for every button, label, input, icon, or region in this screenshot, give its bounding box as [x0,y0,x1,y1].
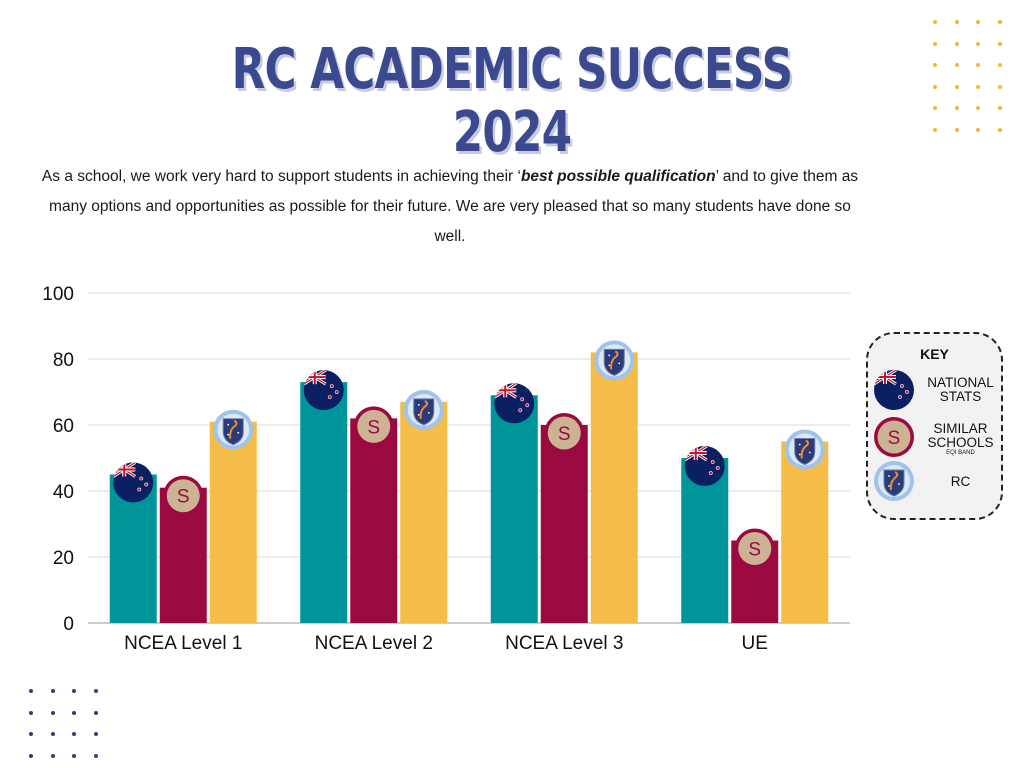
decorative-dot [93,689,98,693]
rc-icon [873,460,915,502]
decorative-dot [954,20,959,24]
intro-emphasis: best possible qualification [520,168,716,185]
decorative-dot [50,732,55,736]
decorative-dot [976,84,980,89]
national-marker-icon [685,446,725,486]
y-tick-label: 100 [42,284,74,305]
decorative-dot [50,753,55,758]
y-tick-label: 60 [53,416,74,437]
decorative-dot [976,127,980,132]
decorative-dot [997,20,1002,24]
decorative-dot [29,689,33,693]
page-title: RC ACADEMIC SUCCESS [231,37,793,102]
decorative-dot [997,127,1002,132]
decorative-dot [954,41,959,46]
x-tick-label: NCEA Level 3 [505,633,623,654]
bar-national [300,382,348,623]
decorative-dot [93,732,98,736]
legend-note-eqi: EQI BAND [946,450,975,456]
rc-marker-icon [212,408,255,451]
decorative-dot [29,753,33,758]
decorative-dot [50,710,55,715]
intro-paragraph: As a school, we work very hard to suppor… [40,162,860,252]
decorative-dot [954,106,959,110]
bar-rc [781,441,829,623]
y-tick-label: 40 [53,482,74,503]
decorative-dot [976,20,980,24]
decorative-dot [933,106,937,110]
bar-similar [350,418,398,623]
decorative-dot [29,732,33,736]
national-stats-icon [874,370,914,410]
decorative-dot [976,41,980,46]
bar-rc [590,352,638,623]
x-tick-label: NCEA Level 2 [315,633,433,654]
rc-marker-icon [593,339,636,382]
decorative-dot [954,127,959,132]
decorative-dot [976,63,980,67]
decorative-dot [997,106,1002,110]
intro-text-start: As a school, we work very hard to suppor… [41,168,521,185]
decorative-dot [954,84,959,89]
decorative-dot [954,63,959,67]
decorative-dot [933,41,937,46]
decorative-dot [933,127,937,132]
x-tick-label: NCEA Level 1 [124,633,242,654]
similar-marker-icon [734,528,775,569]
decorative-dot [72,710,76,715]
decorative-dot [976,106,980,110]
decorative-dot [933,63,937,67]
decorative-dot [997,84,1002,89]
y-tick-label: 0 [63,614,74,635]
decorative-dot [93,753,98,758]
bar-rc [400,401,448,623]
x-tick-label: UE [742,633,768,654]
similar-marker-icon [544,413,585,453]
decorative-dot [29,710,33,715]
national-marker-icon [113,463,153,503]
similar-marker-icon [163,475,204,516]
similar-schools-icon [874,417,914,457]
similar-marker-icon [353,406,394,447]
national-marker-icon [304,370,344,410]
intro-text-end: ’ and to give them as many options and o… [49,168,859,245]
decorative-dot [997,63,1002,67]
bar-national [490,395,538,623]
national-marker-icon [494,383,534,423]
rc-marker-icon [783,428,826,471]
bar-similar [540,425,588,623]
decorative-dot [50,689,55,693]
y-tick-label: 20 [53,548,74,569]
legend-key: KEY NATIONAL STATS SIMILAR SCHOOLS EQI BAND… [866,332,1003,520]
legend-label-national: NATIONAL STATS [927,375,994,404]
legend-title: KEY [920,346,949,362]
rc-marker-icon [402,388,445,431]
decorative-dot [997,41,1002,46]
y-tick-label: 80 [53,350,74,371]
decorative-dot [72,753,76,758]
page-title-year: 2024 [452,100,572,165]
decorative-dot [933,20,937,24]
decorative-dot [93,710,98,715]
bar-rc [209,421,257,623]
decorative-dot [933,84,937,89]
legend-label-similar: SIMILAR SCHOOLS EQI BAND [918,422,1003,457]
legend-label-rc: RC [950,474,971,489]
decorative-dot [72,732,76,736]
decorative-dot [72,689,76,693]
